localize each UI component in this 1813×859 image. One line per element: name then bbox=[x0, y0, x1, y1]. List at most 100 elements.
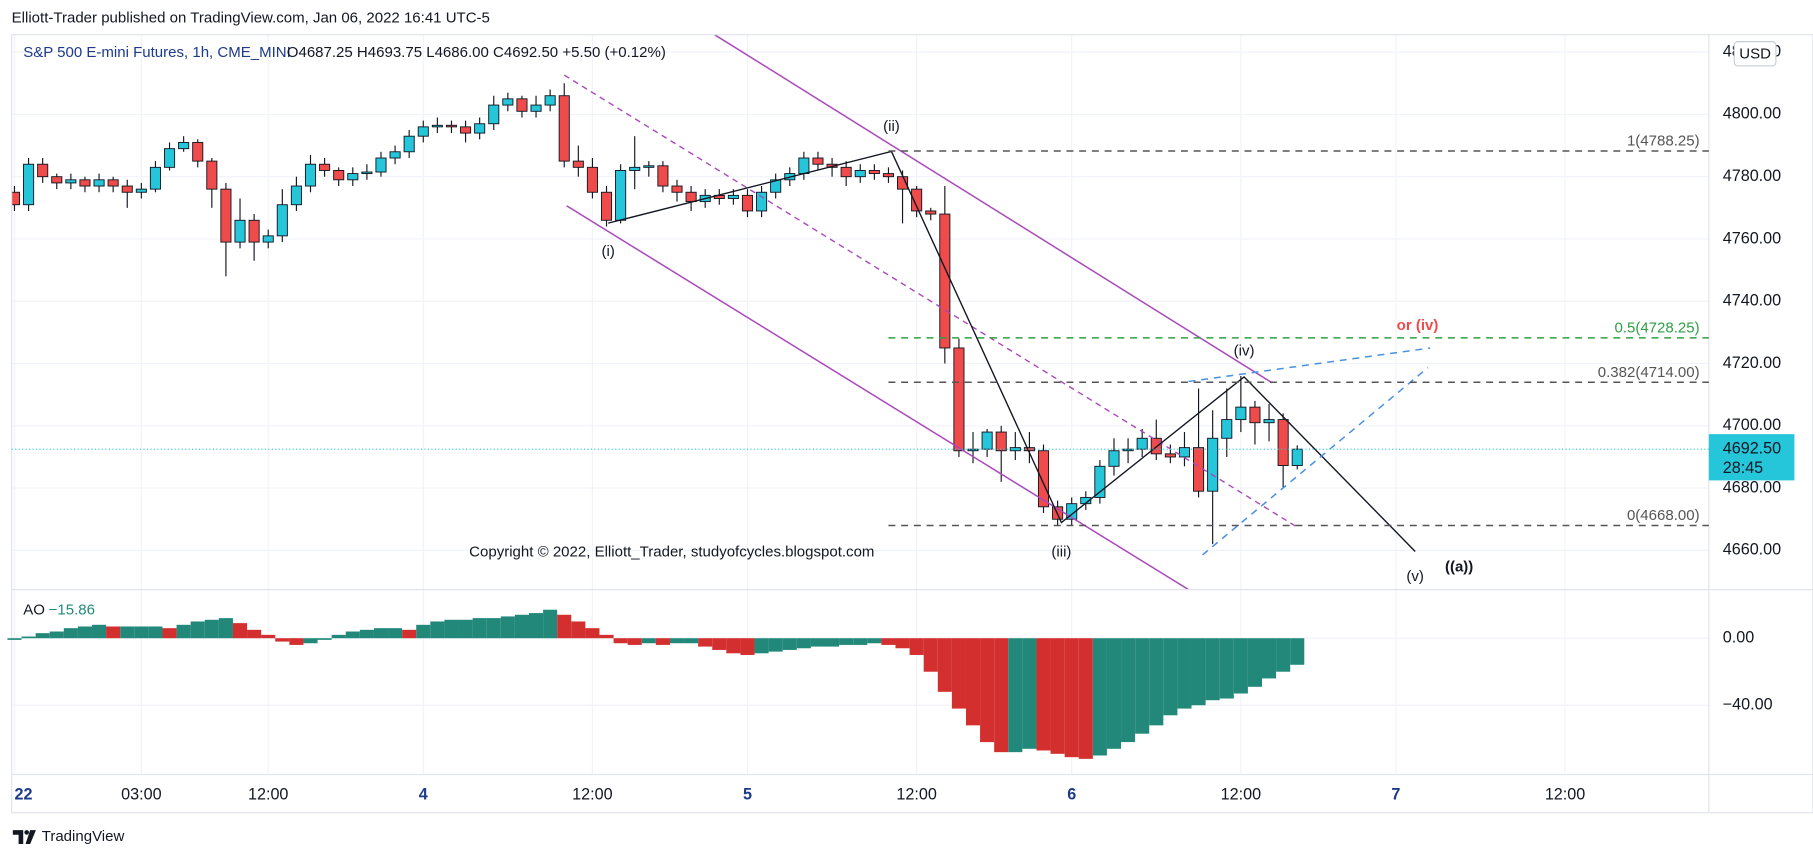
wave-label: (iv) bbox=[1234, 342, 1255, 359]
candle-body bbox=[206, 160, 218, 190]
ao-bar bbox=[472, 618, 487, 639]
y-tick-label: 4680.00 bbox=[1723, 478, 1781, 496]
candle-body bbox=[347, 173, 359, 181]
ao-bar bbox=[712, 638, 727, 650]
candle-body bbox=[586, 166, 598, 193]
ao-bar bbox=[261, 634, 276, 639]
ao-bar bbox=[754, 638, 769, 654]
x-tick-label: 12:00 bbox=[248, 786, 288, 804]
candle-body bbox=[37, 163, 49, 178]
candle-body bbox=[643, 165, 655, 168]
candle-body bbox=[445, 124, 458, 128]
candle-body bbox=[558, 95, 570, 162]
ao-bar bbox=[162, 628, 177, 639]
candle-body bbox=[460, 126, 472, 134]
ao-bar bbox=[726, 638, 741, 654]
candle-body bbox=[1207, 437, 1219, 492]
y-tick-label: 4800.00 bbox=[1723, 105, 1781, 123]
candle-body bbox=[276, 204, 288, 237]
watermark: Copyright © 2022, Elliott_Trader, studyo… bbox=[469, 544, 874, 561]
x-tick-label: 22 bbox=[14, 786, 32, 804]
channel-upper bbox=[714, 34, 1273, 384]
ao-bar bbox=[740, 638, 755, 655]
ao-bar bbox=[1050, 638, 1065, 754]
indicator-name: AO bbox=[23, 601, 45, 618]
ao-bar bbox=[782, 638, 797, 650]
countdown: 28:45 bbox=[1723, 459, 1763, 477]
ao-bar bbox=[1149, 638, 1164, 726]
ao-bar bbox=[148, 626, 163, 639]
ao-bar bbox=[528, 613, 544, 639]
brand-logo bbox=[12, 830, 36, 844]
ao-bar bbox=[7, 638, 22, 640]
candle-body bbox=[304, 163, 317, 187]
candle-body bbox=[756, 191, 768, 212]
ao-bar bbox=[867, 638, 882, 644]
ao-bar bbox=[303, 638, 318, 644]
x-tick-label: 12:00 bbox=[1221, 786, 1261, 804]
candle-body bbox=[1291, 448, 1303, 466]
ao-bar bbox=[77, 626, 93, 639]
y-tick-label: −40.00 bbox=[1723, 696, 1773, 714]
symbol-title: S&P 500 E-mini Futures, 1h, CME_MINI bbox=[23, 44, 291, 61]
ao-bar bbox=[810, 638, 826, 647]
ao-bar bbox=[909, 638, 924, 655]
x-tick-label: 4 bbox=[419, 786, 428, 804]
candle-body bbox=[727, 194, 739, 199]
candle-body bbox=[911, 188, 923, 212]
candle-body bbox=[1164, 453, 1176, 458]
fib-level-label: 0(4668.00) bbox=[1627, 507, 1700, 524]
ao-bar bbox=[768, 638, 783, 652]
currency-badge[interactable] bbox=[1733, 41, 1777, 67]
candle-body bbox=[953, 347, 965, 452]
ao-bar bbox=[1135, 638, 1150, 734]
ao-bar bbox=[923, 638, 938, 672]
candle-body bbox=[178, 141, 190, 150]
ao-bar bbox=[613, 638, 628, 644]
candle-body bbox=[939, 213, 951, 349]
wedge-upper bbox=[1188, 347, 1431, 383]
candle-body bbox=[488, 104, 500, 125]
currency[interactable]: USD bbox=[1739, 45, 1771, 62]
ao-bar bbox=[1121, 638, 1136, 743]
candle-body bbox=[516, 98, 528, 112]
candle-body bbox=[1221, 419, 1233, 439]
candle-body bbox=[121, 185, 133, 193]
ohlc-legend: O4687.25 H4693.75 L4686.00 C4692.50 +5.5… bbox=[287, 44, 666, 61]
candle-body bbox=[79, 179, 91, 187]
ao-bar bbox=[120, 626, 135, 639]
candle-body bbox=[1066, 503, 1078, 520]
candle-body bbox=[107, 179, 119, 187]
ao-bar bbox=[980, 638, 995, 743]
candle-body bbox=[1136, 437, 1148, 450]
candle-body bbox=[1263, 419, 1275, 424]
candle-body bbox=[572, 160, 584, 168]
ao-bar bbox=[655, 638, 670, 645]
candle-body bbox=[1009, 447, 1021, 452]
candle-body bbox=[685, 191, 697, 203]
wedge-lower bbox=[1201, 367, 1429, 556]
candle-body bbox=[389, 151, 401, 159]
candle-body bbox=[135, 188, 147, 193]
candle-body bbox=[192, 141, 204, 162]
y-tick-label: 0.00 bbox=[1723, 628, 1754, 646]
ao-bar bbox=[1247, 638, 1262, 687]
ao-bar bbox=[49, 631, 64, 639]
ao-bar bbox=[35, 633, 50, 639]
wave-label: (v) bbox=[1406, 568, 1424, 585]
candle-body bbox=[93, 179, 105, 187]
candle-body bbox=[657, 165, 669, 187]
candle-body bbox=[995, 431, 1007, 452]
y-tick-label: 4720.00 bbox=[1723, 354, 1781, 372]
candle-body bbox=[375, 157, 387, 173]
wave-label: (i) bbox=[602, 243, 615, 260]
ao-bar bbox=[373, 628, 389, 639]
candle-body bbox=[629, 166, 641, 171]
ao-bar bbox=[1022, 638, 1037, 749]
indicator-value: −15.86 bbox=[49, 601, 95, 618]
y-tick-label: 4780.00 bbox=[1723, 167, 1781, 185]
candle-body bbox=[1235, 406, 1247, 421]
ao-bar bbox=[92, 624, 107, 639]
